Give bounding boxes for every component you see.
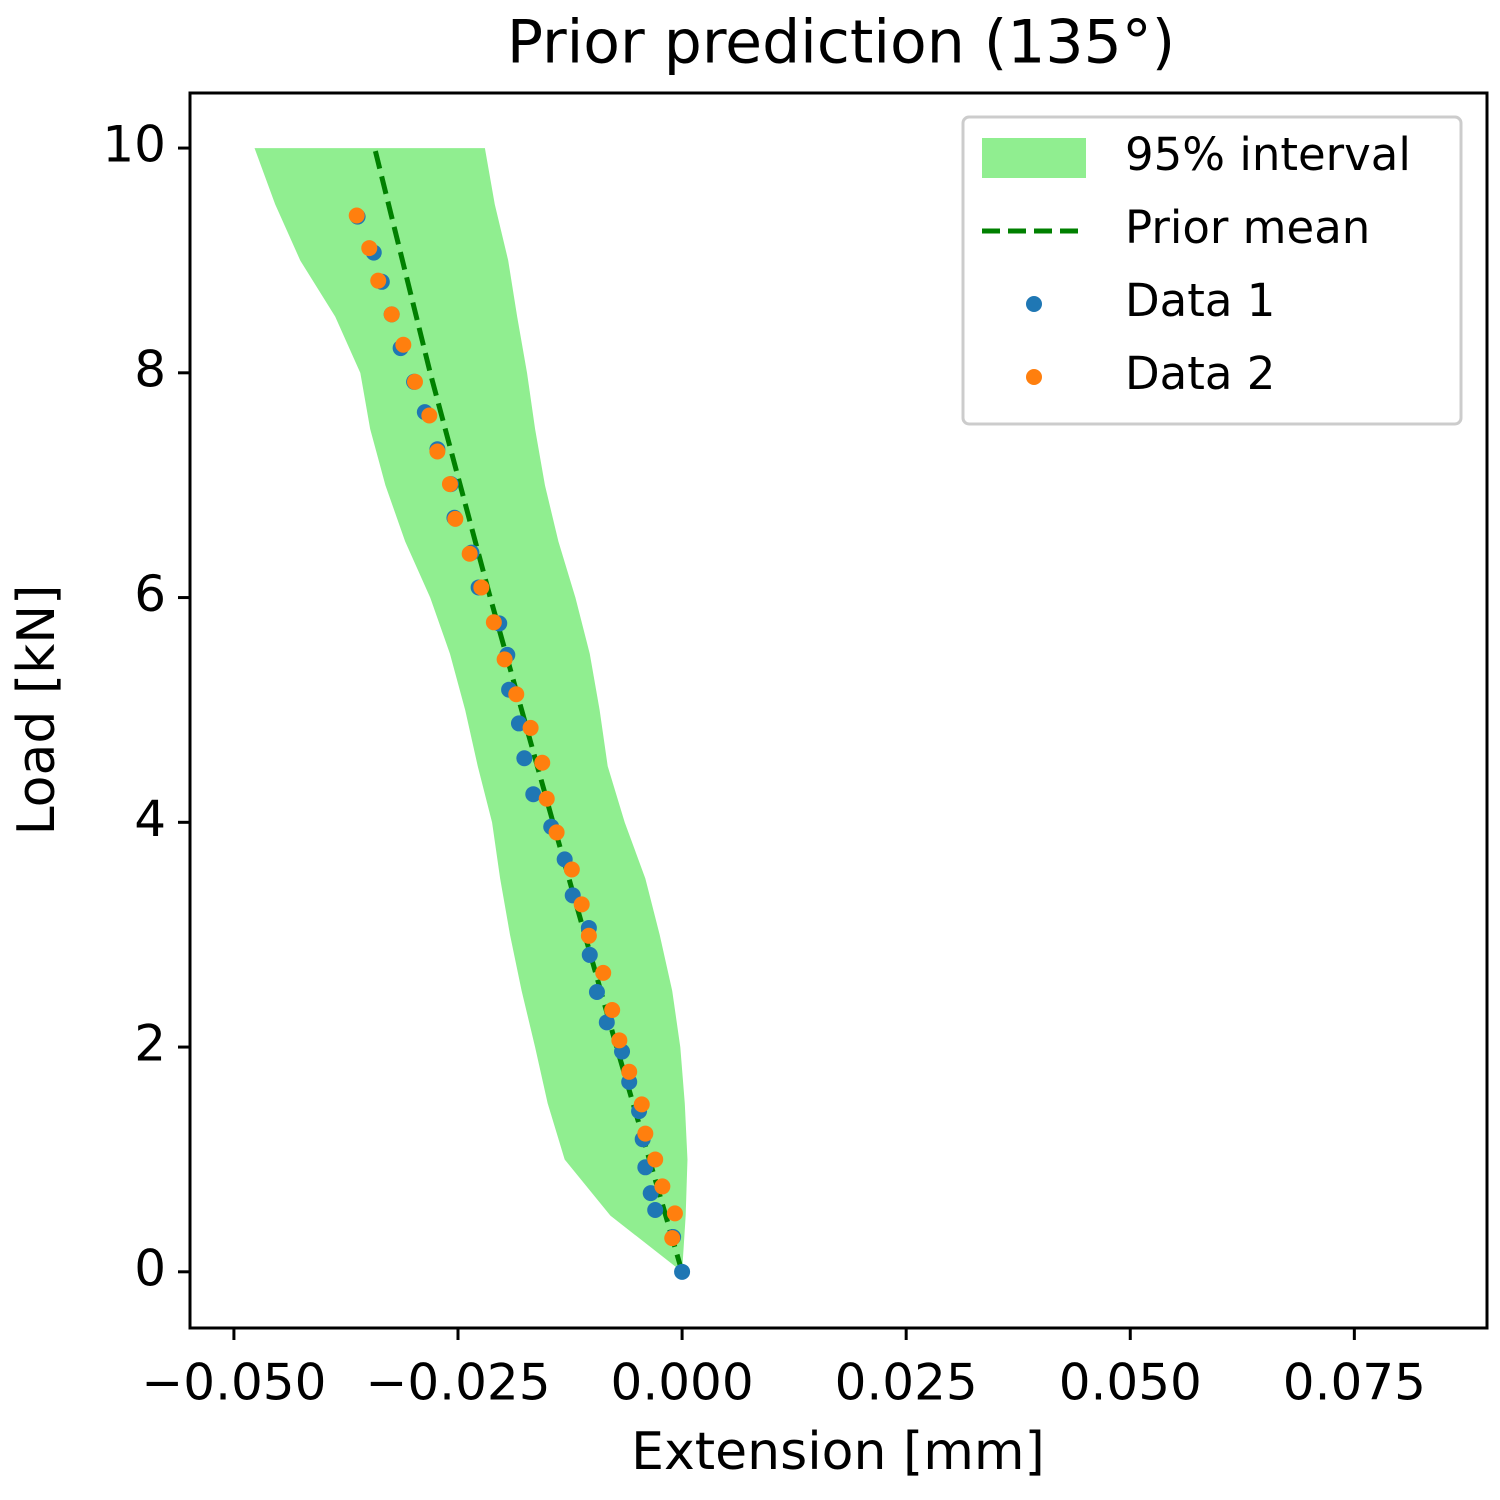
data-point [522, 719, 539, 736]
data-point [421, 407, 438, 424]
data-point [406, 373, 423, 390]
data-point [361, 240, 378, 257]
data-point [598, 1014, 615, 1031]
axes-frame [188, 91, 1489, 1330]
data-point [429, 443, 446, 460]
data-point [473, 579, 490, 596]
plot-area [254, 147, 691, 1280]
data-point [534, 754, 551, 771]
x-tick-label: 0.075 [1283, 1354, 1426, 1412]
data-point [525, 786, 542, 803]
y-tick-label: 8 [134, 340, 166, 398]
legend-box [961, 115, 1463, 426]
data-point [370, 272, 387, 289]
data-point [674, 1263, 691, 1280]
legend-swatch [982, 138, 1086, 178]
data-point [516, 750, 533, 767]
x-tick-label: 0.050 [1059, 1354, 1202, 1412]
data-point [383, 306, 400, 323]
data-point [642, 1185, 659, 1202]
data-point [348, 207, 365, 224]
x-tick-label: 0.025 [835, 1354, 978, 1412]
data-point [563, 861, 580, 878]
data-point [604, 1001, 621, 1018]
data-point [654, 1178, 671, 1195]
data-point [573, 896, 590, 913]
data-point [395, 336, 412, 353]
legend-label: Data 1 [1125, 274, 1275, 327]
data-point [447, 510, 464, 527]
chart-title: Prior prediction (135°) [507, 8, 1175, 78]
legend-label: Data 2 [1125, 347, 1275, 400]
data-point [637, 1125, 654, 1142]
data-point [595, 964, 612, 981]
legend-swatch [1026, 369, 1042, 385]
data-point [461, 545, 478, 562]
data-point [621, 1063, 638, 1080]
data-point [611, 1032, 628, 1049]
data-point [538, 790, 555, 807]
y-tick-label: 10 [102, 116, 166, 174]
x-tick-label: −0.025 [365, 1354, 550, 1412]
legend-label: Prior mean [1125, 201, 1370, 254]
data-point [580, 927, 597, 944]
data-point [588, 983, 605, 1000]
data-point [485, 614, 502, 631]
data-point [581, 946, 598, 963]
data-point [647, 1202, 664, 1219]
data-point [647, 1151, 664, 1168]
y-tick-label: 6 [134, 565, 166, 623]
data-point [666, 1205, 683, 1222]
data-point [664, 1230, 681, 1247]
x-tick-label: 0.000 [611, 1354, 754, 1412]
y-axis-label: Load [kN] [7, 585, 67, 836]
legend-label: 95% interval [1125, 128, 1411, 181]
data-point [508, 686, 525, 703]
y-tick-label: 4 [134, 790, 166, 848]
legend: 95% interval Prior mean Data 1 Data 2 [961, 115, 1463, 426]
legend-swatch [1026, 296, 1042, 312]
x-tick-label: −0.050 [141, 1354, 326, 1412]
data-point [633, 1096, 650, 1113]
interval-band [254, 148, 688, 1272]
y-tick-label: 0 [134, 1239, 166, 1297]
data-point [496, 651, 513, 668]
data-point [548, 824, 565, 841]
x-axis-label: Extension [mm] [631, 1422, 1045, 1482]
data-point [441, 476, 458, 493]
y-tick-label: 2 [134, 1015, 166, 1073]
